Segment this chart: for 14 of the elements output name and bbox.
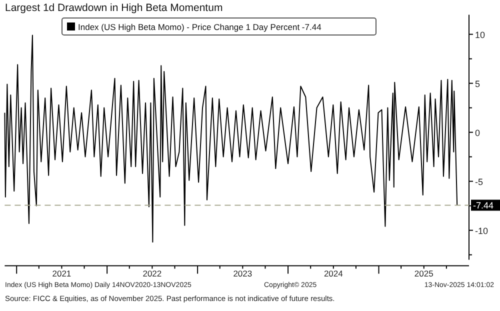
y-tick-label: 0 [475, 128, 480, 138]
y-tick-label: -10 [475, 226, 488, 236]
x-tick-label: 2025 [414, 268, 434, 279]
x-tick-label: 2022 [142, 268, 162, 279]
legend-label: Index (US High Beta Momo) - Price Change 1 Day Percent -7.44 [78, 22, 322, 32]
y-tick-label: 5 [475, 78, 480, 89]
y-tick-label: -5 [475, 176, 484, 187]
chart-title: Largest 1d Drawdown in High Beta Momentum [5, 2, 223, 14]
x-tick-label: 2023 [233, 268, 252, 279]
line-series [4, 34, 458, 243]
x-tick-label: 2021 [52, 268, 72, 279]
ref-line-label: -7.44 [473, 200, 494, 211]
x-tick-label: 2024 [324, 268, 344, 279]
y-tick-label: 10 [475, 30, 486, 40]
